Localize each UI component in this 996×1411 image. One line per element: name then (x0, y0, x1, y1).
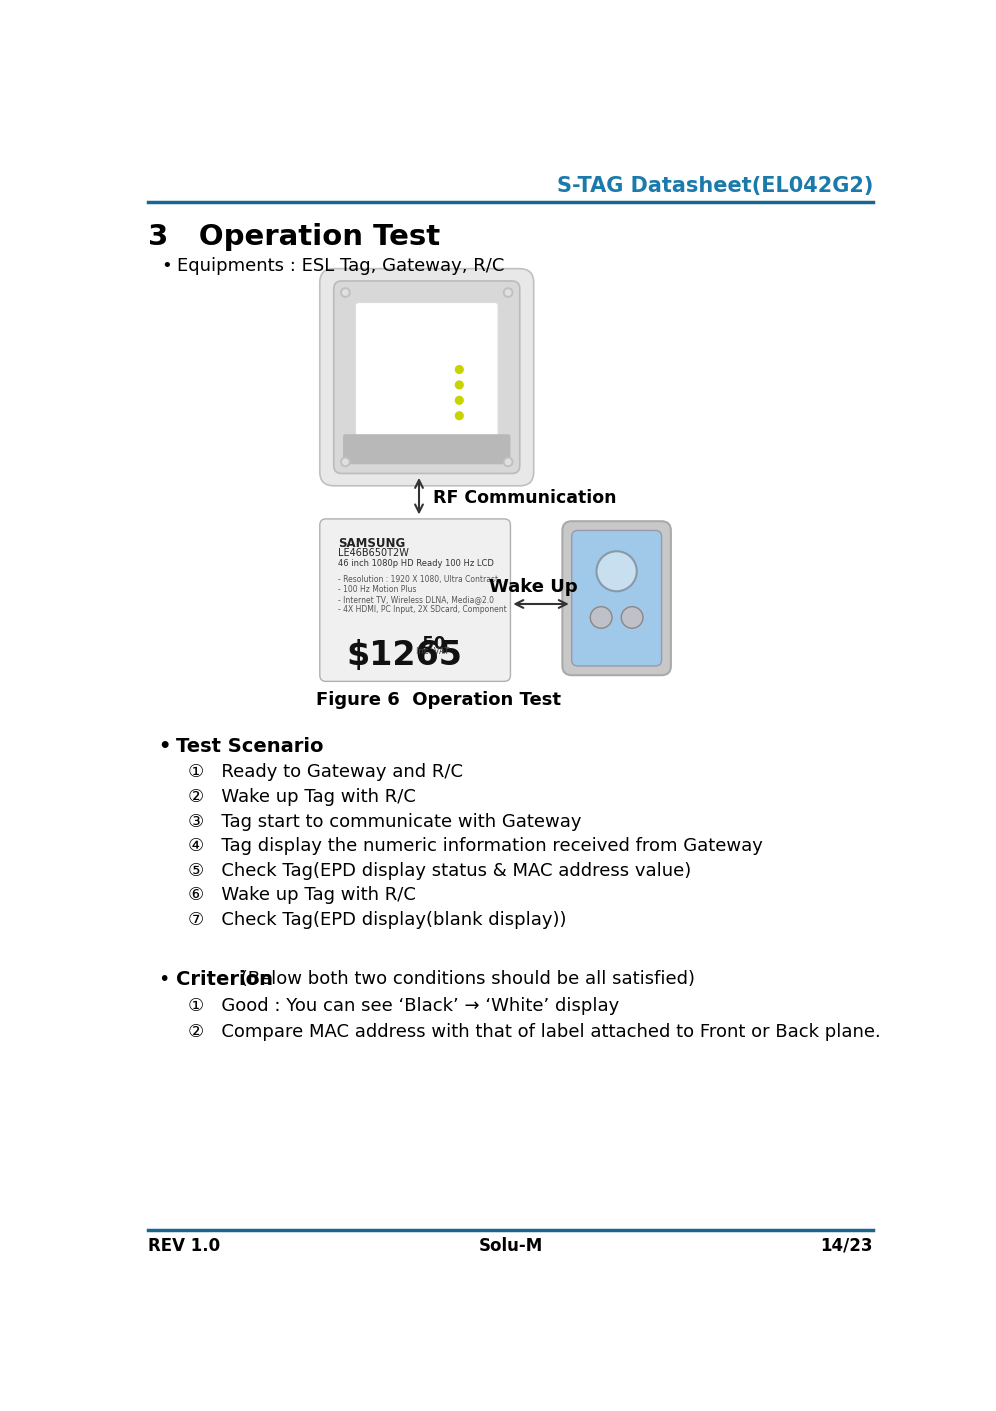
Circle shape (503, 288, 513, 298)
Circle shape (597, 552, 636, 591)
Text: •: • (158, 737, 171, 755)
Text: Inc. VAT: Inc. VAT (416, 648, 449, 656)
Text: - 100 Hz Motion Plus: - 100 Hz Motion Plus (339, 586, 417, 594)
Circle shape (505, 459, 511, 464)
Circle shape (455, 381, 463, 389)
Circle shape (622, 607, 643, 628)
Text: Figure 6  Operation Test: Figure 6 Operation Test (316, 691, 561, 708)
Circle shape (455, 412, 463, 419)
Circle shape (455, 396, 463, 404)
Circle shape (343, 289, 348, 295)
Text: 14/23: 14/23 (821, 1237, 873, 1254)
FancyBboxPatch shape (334, 281, 520, 474)
Text: Wake Up: Wake Up (489, 579, 578, 595)
Circle shape (503, 457, 513, 467)
Text: S-TAG Datasheet(EL042G2): S-TAG Datasheet(EL042G2) (557, 176, 873, 196)
Text: ②   Wake up Tag with R/C: ② Wake up Tag with R/C (188, 787, 416, 806)
FancyBboxPatch shape (572, 531, 661, 666)
Text: Solu-M: Solu-M (478, 1237, 543, 1254)
FancyBboxPatch shape (343, 435, 510, 464)
Text: RF Communication: RF Communication (433, 488, 617, 507)
Text: .50: .50 (416, 635, 445, 653)
Circle shape (455, 365, 463, 374)
FancyBboxPatch shape (563, 521, 671, 676)
Text: - 4X HDMI, PC Input, 2X SDcard, Component: - 4X HDMI, PC Input, 2X SDcard, Componen… (339, 605, 507, 614)
Text: LE46B650T2W: LE46B650T2W (339, 547, 409, 559)
Text: (Below both two conditions should be all satisfied): (Below both two conditions should be all… (234, 971, 694, 988)
FancyBboxPatch shape (320, 268, 534, 485)
Circle shape (341, 288, 350, 298)
Text: W: W (604, 560, 629, 584)
Circle shape (343, 459, 348, 464)
Text: ⑤   Check Tag(EPD display status & MAC address value): ⑤ Check Tag(EPD display status & MAC add… (188, 862, 691, 880)
FancyBboxPatch shape (356, 302, 498, 443)
Text: Criterion: Criterion (175, 969, 273, 989)
Text: - Resolution : 1920 X 1080, Ultra Contrast: - Resolution : 1920 X 1080, Ultra Contra… (339, 576, 499, 584)
Text: ①   Good : You can see ‘Black’ → ‘White’ display: ① Good : You can see ‘Black’ → ‘White’ d… (188, 996, 620, 1015)
Text: - Internet TV, Wireless DLNA, Media@2.0: - Internet TV, Wireless DLNA, Media@2.0 (339, 595, 494, 604)
Text: •: • (158, 969, 170, 989)
Circle shape (591, 607, 612, 628)
Text: ⑥   Wake up Tag with R/C: ⑥ Wake up Tag with R/C (188, 886, 416, 904)
Text: ②   Compare MAC address with that of label attached to Front or Back plane.: ② Compare MAC address with that of label… (188, 1023, 880, 1041)
Text: Equipments : ESL Tag, Gateway, R/C: Equipments : ESL Tag, Gateway, R/C (177, 257, 505, 275)
Text: ③   Tag start to communicate with Gateway: ③ Tag start to communicate with Gateway (188, 813, 582, 831)
Text: SAMSUNG: SAMSUNG (339, 538, 405, 550)
Text: REV 1.0: REV 1.0 (147, 1237, 220, 1254)
Text: •: • (161, 257, 172, 275)
Circle shape (505, 289, 511, 295)
Circle shape (341, 457, 350, 467)
Text: ⑦   Check Tag(EPD display(blank display)): ⑦ Check Tag(EPD display(blank display)) (188, 912, 567, 928)
FancyBboxPatch shape (320, 519, 510, 682)
Text: ①   Ready to Gateway and R/C: ① Ready to Gateway and R/C (188, 763, 463, 782)
Text: $1265: $1265 (347, 639, 462, 672)
Text: ④   Tag display the numeric information received from Gateway: ④ Tag display the numeric information re… (188, 837, 763, 855)
Text: 46 inch 1080p HD Ready 100 Hz LCD: 46 inch 1080p HD Ready 100 Hz LCD (339, 559, 494, 569)
Text: 3   Operation Test: 3 Operation Test (147, 223, 440, 251)
Text: Test Scenario: Test Scenario (175, 737, 323, 755)
